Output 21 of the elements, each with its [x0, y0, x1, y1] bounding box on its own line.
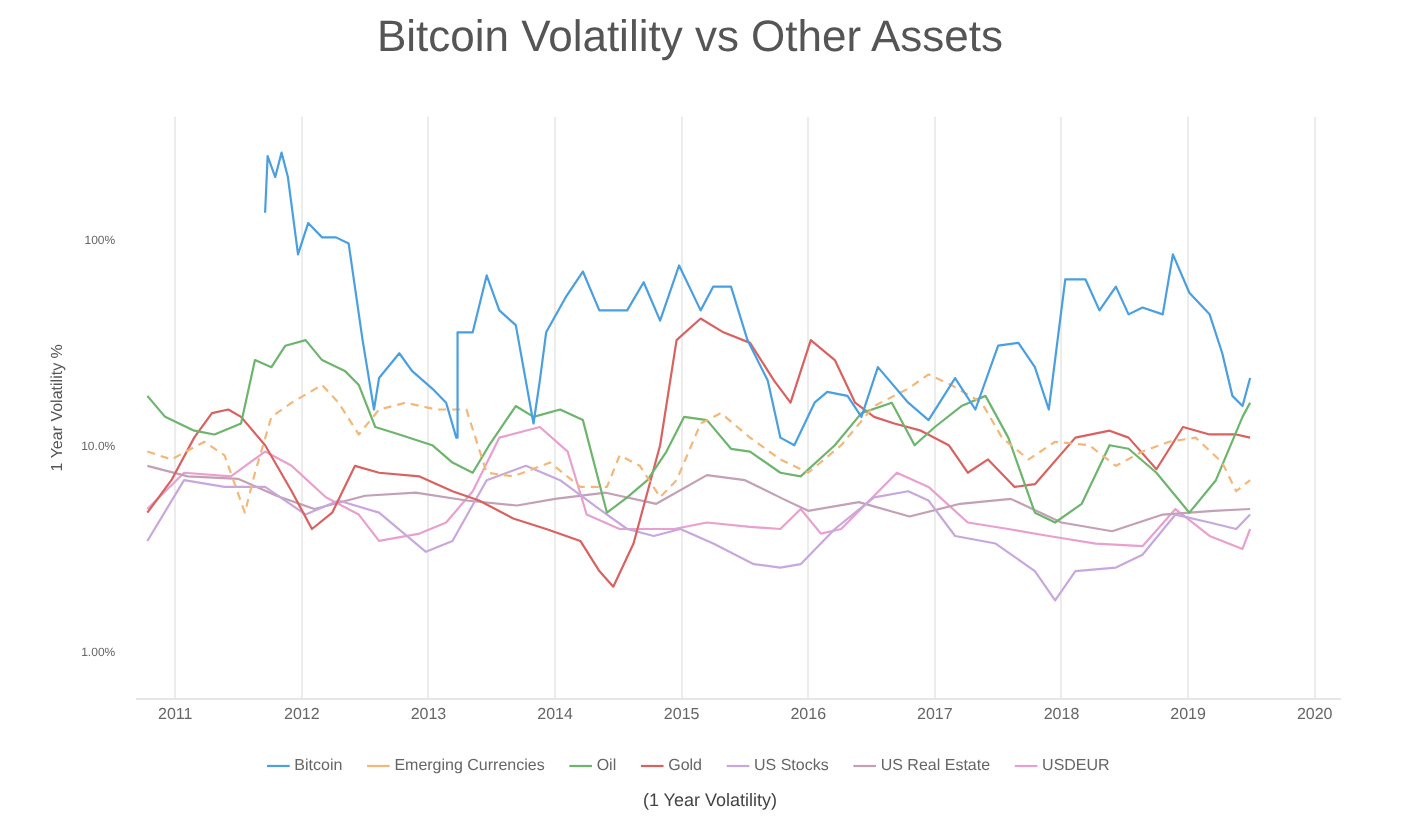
- x-tick-label: 2015: [663, 704, 701, 723]
- x-axis-title: (1 Year Volatility): [640, 790, 780, 810]
- x-tick-label: 2011: [158, 704, 194, 723]
- chart-title: Bitcoin Volatility vs Other Assets: [376, 10, 1004, 61]
- legend-label: US Real Estate: [880, 756, 992, 775]
- legend-label: Bitcoin: [294, 756, 343, 775]
- legend-label: Oil: [596, 756, 617, 775]
- x-tick-label: 2018: [1043, 704, 1081, 723]
- x-tick-label: 2020: [1296, 704, 1334, 723]
- y-axis-title: 1 Year Volatility %: [48, 344, 67, 472]
- legend-label: Emerging Currencies: [394, 756, 545, 775]
- legend-label: US Stocks: [754, 756, 829, 775]
- legend-label: Gold: [668, 756, 703, 775]
- x-tick-label: 2017: [917, 704, 954, 723]
- legend-label: USDEUR: [1042, 756, 1111, 775]
- x-tick-label: 2014: [537, 704, 574, 723]
- line-series: [146, 373, 1252, 514]
- x-tick-label: 2019: [1170, 704, 1207, 723]
- x-tick-label: 2012: [284, 704, 321, 723]
- x-tick-label: 2016: [790, 704, 828, 723]
- x-tick-label: 2013: [410, 704, 448, 723]
